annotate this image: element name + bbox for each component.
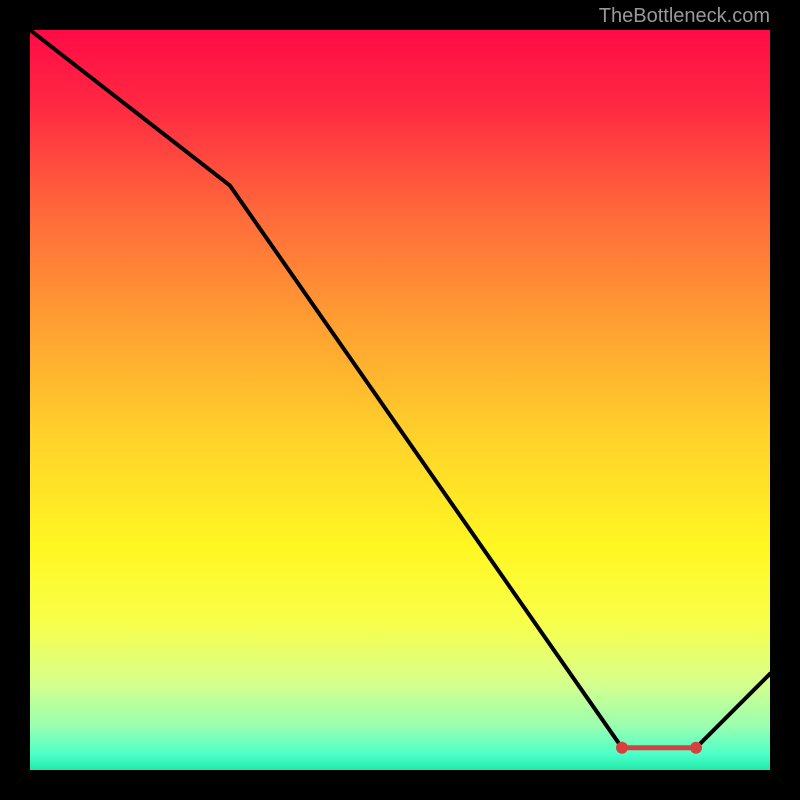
- gradient-background: [30, 30, 770, 770]
- chart-container: TheBottleneck.com: [0, 0, 800, 800]
- plot-area: [30, 30, 770, 770]
- watermark-text: TheBottleneck.com: [599, 5, 770, 28]
